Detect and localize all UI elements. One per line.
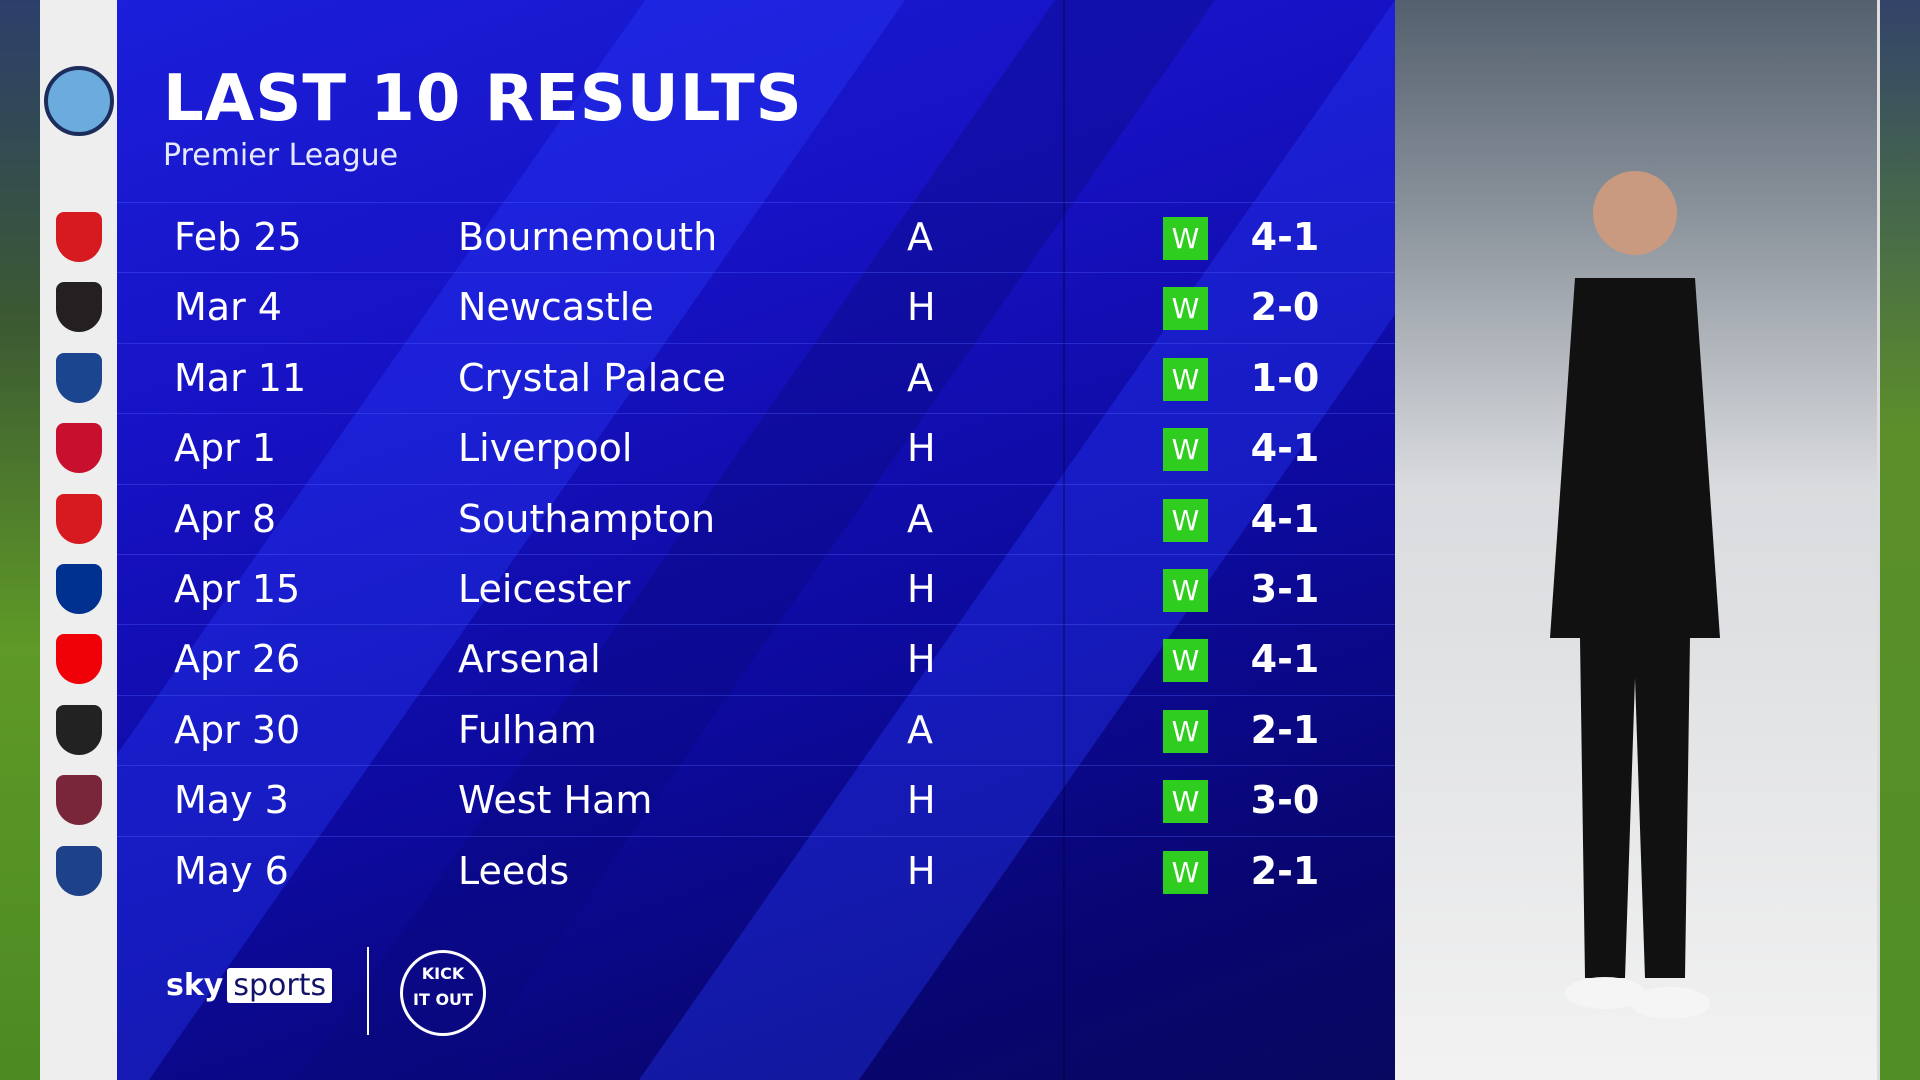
- result-row: Apr 15 Leicester H W 3-1: [117, 554, 1395, 624]
- result-badge: W: [1163, 709, 1208, 753]
- match-date: Feb 25: [174, 215, 302, 259]
- opponent-crest-icon: [56, 564, 102, 614]
- score: 3-1: [1250, 567, 1320, 611]
- sports-text: sports: [227, 968, 333, 1003]
- venue: H: [907, 778, 936, 823]
- match-date: May 3: [174, 778, 289, 823]
- score: 2-0: [1250, 285, 1320, 330]
- score: 4-1: [1250, 215, 1320, 259]
- opponent-crest-icon: [56, 282, 102, 333]
- score: 4-1: [1250, 426, 1320, 471]
- opponent-name: Leicester: [458, 567, 631, 611]
- result-row: Apr 26 Arsenal H W 4-1: [117, 624, 1395, 694]
- opponent-name: Fulham: [458, 707, 597, 752]
- result-badge: W: [1163, 357, 1208, 401]
- sky-sports-logo: sky sports: [166, 968, 333, 1003]
- pitch-background-left: [0, 0, 40, 1080]
- result-row: Mar 11 Crystal Palace A W 1-0: [117, 342, 1395, 413]
- opponent-name: Southampton: [458, 496, 716, 541]
- match-date: Apr 1: [174, 426, 276, 471]
- opponent-crest-icon: [56, 493, 102, 544]
- opponent-name: Arsenal: [458, 637, 601, 682]
- score: 3-0: [1250, 778, 1320, 823]
- manager-figure: [1550, 171, 1720, 1019]
- result-badge: W: [1163, 217, 1208, 260]
- venue: A: [907, 496, 933, 541]
- opponent-crest-icon: [56, 352, 102, 403]
- score: 1-0: [1250, 355, 1320, 400]
- venue: A: [907, 355, 933, 400]
- result-badge: W: [1163, 639, 1208, 683]
- venue: A: [907, 707, 933, 752]
- result-badge: W: [1163, 780, 1208, 824]
- opponent-name: Newcastle: [458, 285, 654, 330]
- kick-it-out-text: KICK IT OUT: [413, 964, 473, 1009]
- venue: H: [907, 285, 936, 330]
- venue: H: [907, 637, 936, 682]
- pitch-background-right: [1877, 0, 1920, 1080]
- competition-subtitle: Premier League: [163, 138, 399, 173]
- logo-divider: [367, 947, 369, 1035]
- result-row: Apr 8 Southampton A W 4-1: [117, 483, 1395, 554]
- result-row: Apr 30 Fulham A W 2-1: [117, 694, 1395, 765]
- score: 2-1: [1250, 848, 1320, 893]
- sky-text: sky: [166, 968, 224, 1003]
- venue: H: [907, 848, 936, 893]
- result-badge: W: [1163, 569, 1208, 612]
- result-badge: W: [1163, 428, 1208, 472]
- opponent-name: Bournemouth: [458, 215, 718, 259]
- opponent-name: Liverpool: [458, 426, 633, 471]
- match-date: Apr 26: [174, 637, 301, 682]
- result-badge: W: [1163, 498, 1208, 542]
- venue: H: [907, 567, 936, 611]
- score: 2-1: [1250, 707, 1320, 752]
- match-date: Apr 30: [174, 707, 301, 752]
- score: 4-1: [1250, 496, 1320, 541]
- page-title: LAST 10 RESULTS: [163, 62, 803, 136]
- match-date: Apr 15: [174, 567, 301, 611]
- score: 4-1: [1250, 637, 1320, 682]
- match-date: Apr 8: [174, 496, 276, 541]
- opponent-crest-icon: [56, 212, 102, 262]
- opponent-crest-icon: [56, 775, 102, 826]
- result-badge: W: [1163, 287, 1208, 331]
- opponent-crest-icon: [56, 704, 102, 755]
- match-date: Mar 4: [174, 285, 282, 330]
- match-date: May 6: [174, 848, 289, 893]
- result-row: Mar 4 Newcastle H W 2-0: [117, 272, 1395, 342]
- opponent-crest-icon: [56, 845, 102, 896]
- result-row: Feb 25 Bournemouth A W 4-1: [117, 202, 1395, 272]
- opponent-crest-icon: [56, 634, 102, 685]
- opponent-crest-icon: [56, 423, 102, 474]
- result-row: May 3 West Ham H W 3-0: [117, 765, 1395, 835]
- manager-photo: [1395, 0, 1877, 1080]
- result-row: Apr 1 Liverpool H W 4-1: [117, 413, 1395, 483]
- kick-it-out-logo: KICK IT OUT: [400, 950, 486, 1036]
- column-divider: [1063, 0, 1065, 1080]
- match-date: Mar 11: [174, 355, 307, 400]
- opponent-name: West Ham: [458, 778, 653, 823]
- manchester-city-crest-icon: [44, 66, 114, 136]
- venue: A: [907, 215, 933, 259]
- opponent-name: Crystal Palace: [458, 355, 726, 400]
- venue: H: [907, 426, 936, 471]
- result-row: May 6 Leeds H W 2-1: [117, 835, 1395, 906]
- opponent-name: Leeds: [458, 848, 570, 893]
- result-badge: W: [1163, 850, 1208, 894]
